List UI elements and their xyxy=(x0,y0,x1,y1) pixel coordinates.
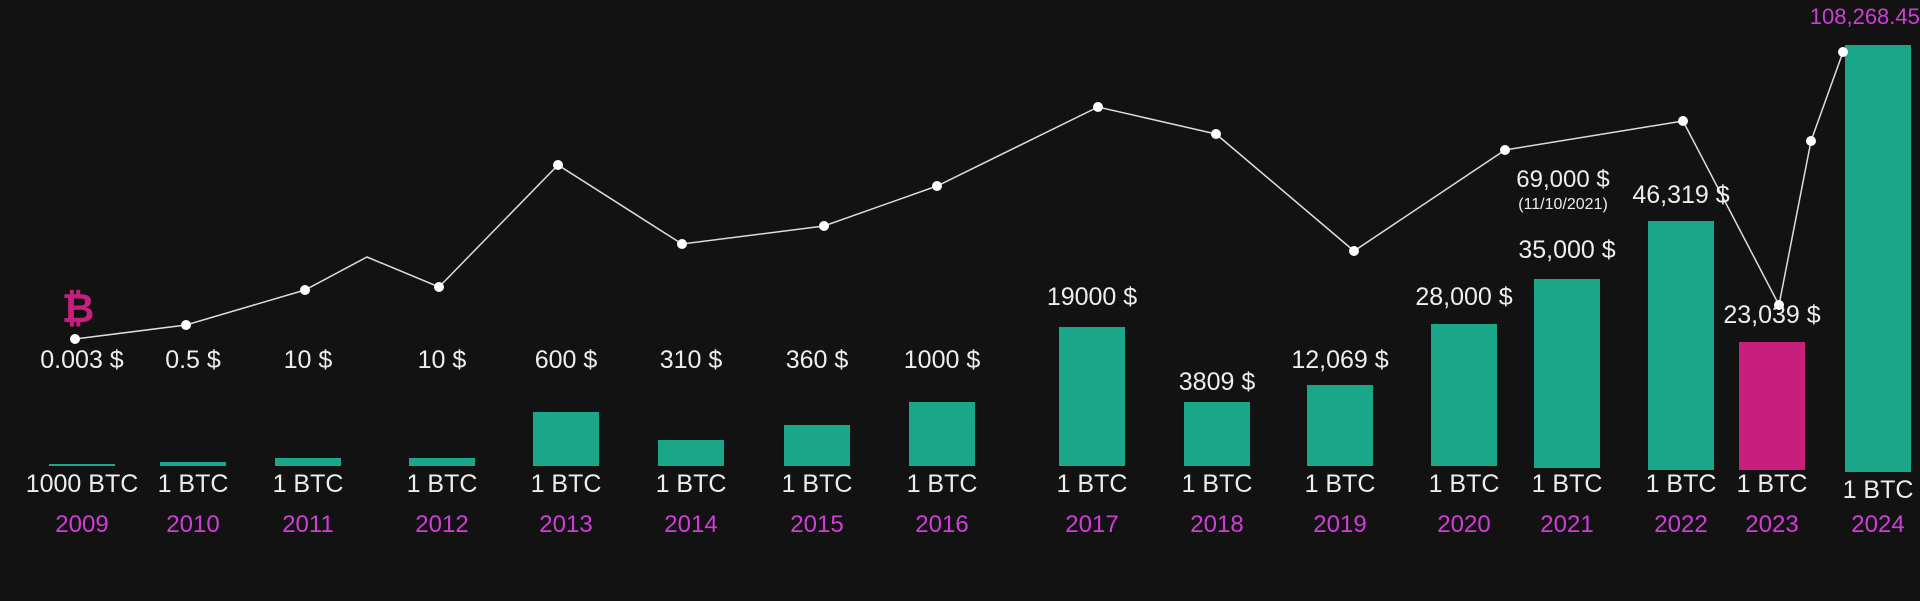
year-label-2017: 2017 xyxy=(1065,511,1118,538)
bar-2013 xyxy=(533,412,599,466)
trend-point xyxy=(181,320,191,330)
unit-label-2009: 1000 BTC xyxy=(26,470,139,498)
value-label-2015: 360 $ xyxy=(786,346,849,374)
trend-point xyxy=(932,181,942,191)
year-label-2019: 2019 xyxy=(1313,511,1366,538)
value-label-2023: 23,039 $ xyxy=(1723,301,1820,329)
unit-label-2016: 1 BTC xyxy=(907,470,978,498)
bar-2017 xyxy=(1059,327,1125,466)
year-label-2015: 2015 xyxy=(790,511,843,538)
year-label-2021: 2021 xyxy=(1540,511,1593,538)
bitcoin-icon: ₿ xyxy=(62,286,95,332)
unit-label-2013: 1 BTC xyxy=(531,470,602,498)
bar-2020 xyxy=(1431,324,1497,466)
year-label-2012: 2012 xyxy=(415,511,468,538)
trend-point xyxy=(1838,47,1848,57)
trend-point xyxy=(1774,300,1784,310)
trend-point xyxy=(677,239,687,249)
year-label-2022: 2022 xyxy=(1654,511,1707,538)
bar-2009 xyxy=(49,464,115,466)
value-label-2010: 0.5 $ xyxy=(165,346,221,374)
bar-2023 xyxy=(1739,342,1805,470)
unit-label-2020: 1 BTC xyxy=(1429,470,1500,498)
bar-2024 xyxy=(1845,45,1911,472)
value-label-2021: 35,000 $ xyxy=(1518,236,1615,264)
bar-2012 xyxy=(409,458,475,466)
bar-2014 xyxy=(658,440,724,466)
bar-2019 xyxy=(1307,385,1373,466)
unit-label-2010: 1 BTC xyxy=(158,470,229,498)
bar-2016 xyxy=(909,402,975,466)
value-label-2020: 28,000 $ xyxy=(1415,283,1512,311)
bar-2022 xyxy=(1648,221,1714,470)
peak-date-label: (11/10/2021) xyxy=(1518,196,1608,213)
trend-point xyxy=(1211,129,1221,139)
bar-2011 xyxy=(275,458,341,466)
bar-2010 xyxy=(160,462,226,466)
year-label-2024: 2024 xyxy=(1851,511,1904,538)
trend-point xyxy=(553,160,563,170)
trend-line-layer xyxy=(70,47,1848,344)
unit-label-2019: 1 BTC xyxy=(1305,470,1376,498)
unit-label-2021: 1 BTC xyxy=(1532,470,1603,498)
trend-point xyxy=(1806,136,1816,146)
unit-label-2023: 1 BTC xyxy=(1737,470,1808,498)
peak-value-label: 69,000 $ xyxy=(1516,166,1609,193)
trend-point xyxy=(70,334,80,344)
trend-point xyxy=(819,221,829,231)
value-label-2017: 19000 $ xyxy=(1047,283,1137,311)
unit-label-2012: 1 BTC xyxy=(407,470,478,498)
year-label-2023: 2023 xyxy=(1745,511,1798,538)
year-label-2014: 2014 xyxy=(664,511,717,538)
trend-point xyxy=(1093,102,1103,112)
year-label-2016: 2016 xyxy=(915,511,968,538)
year-label-2018: 2018 xyxy=(1190,511,1243,538)
labels-layer: 0.003 $ 1000 BTC 2009 0.5 $ 1 BTC 2010 10 $ 1 B… xyxy=(26,4,1920,538)
value-label-2022: 46,319 $ xyxy=(1632,181,1729,209)
year-label-2011: 2011 xyxy=(282,511,334,538)
value-label-2014: 310 $ xyxy=(660,346,723,374)
trend-point xyxy=(1500,145,1510,155)
unit-label-2022: 1 BTC xyxy=(1646,470,1717,498)
unit-label-2017: 1 BTC xyxy=(1057,470,1128,498)
bar-2018 xyxy=(1184,402,1250,466)
year-label-2009: 2009 xyxy=(55,511,108,538)
value-label-2016: 1000 $ xyxy=(904,346,981,374)
bar-2015 xyxy=(784,425,850,466)
unit-label-2014: 1 BTC xyxy=(656,470,727,498)
year-label-2020: 2020 xyxy=(1437,511,1490,538)
value-label-2024: 108,268.45 $ xyxy=(1810,4,1920,29)
unit-label-2011: 1 BTC xyxy=(273,470,344,498)
value-label-2012: 10 $ xyxy=(418,346,467,374)
year-label-2013: 2013 xyxy=(539,511,592,538)
trend-point xyxy=(1349,246,1359,256)
year-label-2010: 2010 xyxy=(166,511,219,538)
trend-point xyxy=(1678,116,1688,126)
unit-label-2015: 1 BTC xyxy=(782,470,853,498)
value-label-2013: 600 $ xyxy=(535,346,598,374)
value-label-2009: 0.003 $ xyxy=(40,346,124,374)
value-label-2019: 12,069 $ xyxy=(1291,346,1388,374)
unit-label-2018: 1 BTC xyxy=(1182,470,1253,498)
trend-point xyxy=(300,285,310,295)
unit-label-2024: 1 BTC xyxy=(1843,476,1914,504)
bar-2021 xyxy=(1534,279,1600,468)
value-label-2011: 10 $ xyxy=(284,346,333,374)
bars-layer xyxy=(49,45,1911,472)
trend-point xyxy=(434,282,444,292)
value-label-2018: 3809 $ xyxy=(1179,368,1256,396)
